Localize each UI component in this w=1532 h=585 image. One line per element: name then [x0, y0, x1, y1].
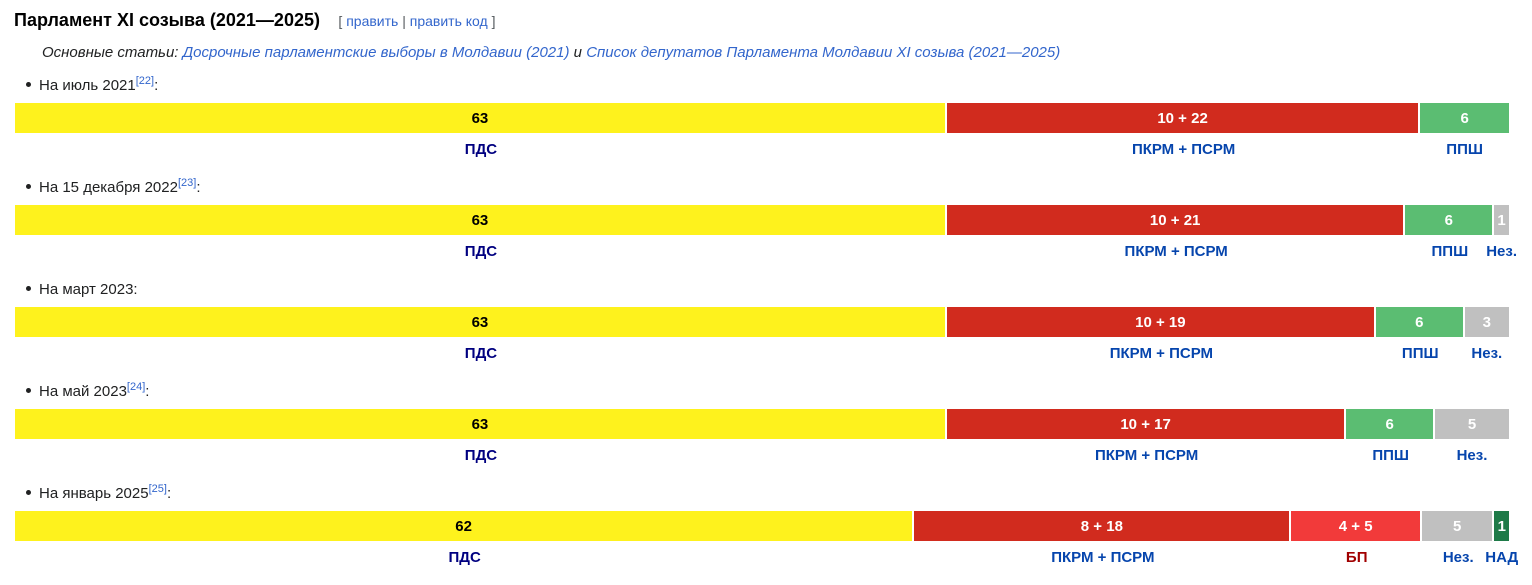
party-label[interactable]: Нез.: [1486, 242, 1517, 260]
seat-segment[interactable]: 5: [1435, 409, 1509, 439]
reference-sup: [23]: [178, 177, 196, 189]
seat-segment[interactable]: 63: [15, 307, 947, 337]
seat-segment[interactable]: 1: [1494, 205, 1509, 235]
party-labels: ПДС ПКРМ + ПСРМ ППШ Нез.: [15, 342, 1509, 364]
composition-section: На май 2023[24]: 63 10 + 17 6 5 ПДС ПКРМ + ПСР…: [0, 382, 1532, 482]
hatnote: Основные статьи: Досрочные парламентские…: [42, 44, 1060, 61]
composition-section: На июль 2021[22]: 63 10 + 22 6 ПДС ПКРМ + ПСР…: [0, 76, 1532, 176]
seat-segment[interactable]: 10 + 17: [946, 409, 1347, 439]
seat-segment[interactable]: 1: [1494, 511, 1509, 541]
label-colon: :: [133, 281, 138, 298]
heading-title: Парламент XI созыва (2021—2025): [14, 10, 320, 30]
composition-section: На 15 декабря 2022[23]: 63 10 + 21 6 1 ПДС ПКР…: [0, 178, 1532, 278]
seat-segment[interactable]: 6: [1405, 205, 1495, 235]
party-label[interactable]: Нез.: [1456, 446, 1488, 464]
composition-date-label: На июль 2021[22]:: [26, 76, 158, 96]
seat-segment[interactable]: 5: [1421, 511, 1495, 541]
party-label[interactable]: ПДС: [464, 446, 498, 464]
composition-section: На январь 2025[25]: 62 8 + 18 4 + 5 5 1 ПДС ПКР…: [0, 484, 1532, 584]
bullet-icon: [26, 489, 31, 495]
reference-link[interactable]: [24]: [126, 381, 146, 393]
seat-bar: 63 10 + 22 6: [15, 103, 1509, 133]
edit-link[interactable]: править: [346, 13, 399, 29]
hatnote-link-elections[interactable]: Досрочные парламентские выборы в Молдави…: [182, 44, 570, 61]
label-colon: :: [154, 77, 159, 94]
seat-segment[interactable]: 6: [1346, 409, 1436, 439]
reference-sup: [25]: [149, 483, 167, 495]
seat-bar: 63 10 + 21 6 1: [15, 205, 1509, 235]
party-label[interactable]: ПКРМ + ПСРМ: [1109, 344, 1213, 362]
date-text: На май 2023: [39, 383, 127, 400]
composition-date-label: На 15 декабря 2022[23]:: [26, 178, 200, 198]
party-label[interactable]: ППШ: [1401, 344, 1439, 362]
date-text: На июль 2021: [39, 77, 136, 94]
party-label[interactable]: ПКРМ + ПСРМ: [1124, 242, 1228, 260]
hatnote-prefix: Основные статьи:: [42, 44, 183, 61]
reference-sup: [22]: [136, 75, 154, 87]
reference-sup: [24]: [127, 381, 145, 393]
party-label[interactable]: ПКРМ + ПСРМ: [1131, 140, 1236, 158]
seat-segment[interactable]: 10 + 22: [946, 103, 1421, 133]
hatnote-conjunction: и: [569, 44, 587, 61]
bullet-icon: [26, 387, 31, 393]
reference-link[interactable]: [23]: [177, 177, 197, 189]
bullet-icon: [26, 81, 31, 87]
section-heading: Парламент XI созыва (2021—2025) [ правит…: [14, 10, 495, 36]
seat-segment[interactable]: 4 + 5: [1291, 511, 1422, 541]
seat-bar: 63 10 + 19 6 3: [15, 307, 1509, 337]
bullet-icon: [26, 285, 31, 291]
seat-segment[interactable]: 6: [1420, 103, 1509, 133]
reference-link[interactable]: [22]: [135, 75, 155, 87]
party-labels: ПДС ПКРМ + ПСРМ ППШ Нез.: [15, 444, 1509, 466]
bullet-icon: [26, 183, 31, 189]
party-label[interactable]: Нез.: [1442, 548, 1474, 566]
party-label[interactable]: ППШ: [1431, 242, 1469, 260]
date-text: На март 2023: [39, 281, 134, 298]
seat-segment[interactable]: 10 + 19: [946, 307, 1376, 337]
edit-bracket-open: [: [338, 13, 347, 29]
composition-date-label: На январь 2025[25]:: [26, 484, 171, 504]
party-labels: ПДС ПКРМ + ПСРМ ППШ Нез.: [15, 240, 1517, 262]
edit-separator: |: [398, 13, 410, 29]
seat-segment[interactable]: 8 + 18: [914, 511, 1292, 541]
composition-date-label: На март 2023:: [26, 280, 138, 300]
party-label[interactable]: ППШ: [1372, 446, 1409, 464]
party-labels: ПДС ПКРМ + ПСРМ ППШ: [15, 138, 1509, 160]
edit-bracket-close: ]: [487, 13, 496, 29]
party-label[interactable]: ПКРМ + ПСРМ: [1051, 548, 1155, 566]
date-text: На январь 2025: [39, 485, 149, 502]
hatnote-link-deputies[interactable]: Список депутатов Парламента Молдавии XI …: [586, 44, 1061, 61]
seat-segment[interactable]: 63: [15, 409, 947, 439]
seat-bar: 63 10 + 17 6 5: [15, 409, 1509, 439]
label-colon: :: [145, 383, 150, 400]
party-label[interactable]: ПДС: [464, 242, 498, 260]
seat-segment[interactable]: 62: [15, 511, 915, 541]
date-text: На 15 декабря 2022: [39, 179, 178, 196]
edit-code-link[interactable]: править код: [409, 13, 488, 29]
seat-segment[interactable]: 3: [1464, 307, 1509, 337]
composition-date-label: На май 2023[24]:: [26, 382, 149, 402]
party-label[interactable]: НАД: [1485, 548, 1519, 566]
label-colon: :: [196, 179, 201, 196]
edit-section-links: [ править | править код ]: [338, 13, 495, 29]
seat-segment[interactable]: 10 + 21: [946, 205, 1406, 235]
party-label[interactable]: Нез.: [1471, 344, 1503, 362]
party-label[interactable]: ПДС: [464, 344, 498, 362]
party-label[interactable]: ПДС: [448, 548, 481, 566]
party-label[interactable]: ПДС: [464, 140, 498, 158]
seat-segment[interactable]: 63: [15, 103, 947, 133]
party-label[interactable]: ППШ: [1446, 140, 1483, 158]
party-labels: ПДС ПКРМ + ПСРМ БП Нез. НАД: [15, 546, 1519, 568]
seat-segment[interactable]: 6: [1375, 307, 1465, 337]
composition-section: На март 2023: 63 10 + 19 6 3 ПДС ПКРМ + ПСРМ ПП…: [0, 280, 1532, 380]
party-label[interactable]: БП: [1345, 548, 1368, 566]
label-colon: :: [166, 485, 172, 502]
party-label[interactable]: ПКРМ + ПСРМ: [1094, 446, 1199, 464]
reference-link[interactable]: [25]: [148, 483, 167, 495]
seat-segment[interactable]: 63: [15, 205, 947, 235]
